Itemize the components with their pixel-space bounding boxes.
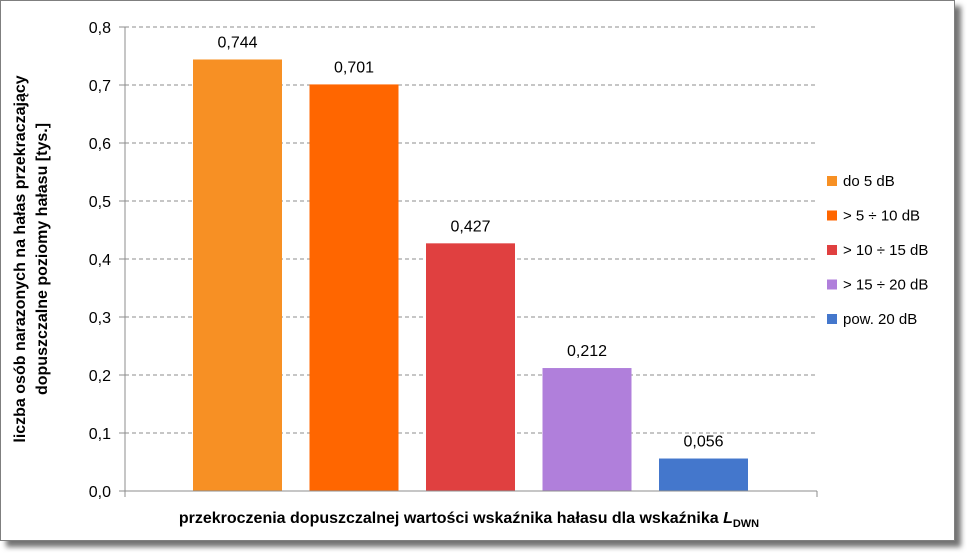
y-tick-label: 0,0 <box>89 484 111 501</box>
data-label: 0,056 <box>683 434 723 451</box>
y-tick-label: 0,1 <box>89 426 111 443</box>
bar-3 <box>426 243 515 491</box>
legend-label: > 15 ÷ 20 dB <box>843 277 928 294</box>
legend-swatch <box>827 314 837 324</box>
legend-label: > 5 ÷ 10 dB <box>843 208 920 225</box>
axes <box>119 26 818 497</box>
x-axis-label-symbol: L <box>723 510 733 527</box>
chart-frame: 0,744 0,701 0,427 0,212 0,056 0,0 0,1 0,2 0,3 0,… <box>0 0 955 541</box>
bars <box>193 59 748 492</box>
data-label: 0,744 <box>217 34 257 51</box>
y-tick-label: 0,5 <box>89 194 111 211</box>
legend-label: pow. 20 dB <box>843 311 917 328</box>
data-label: 0,212 <box>567 343 607 360</box>
data-label: 0,427 <box>450 218 490 235</box>
legend-label: do 5 dB <box>843 173 895 190</box>
bar-4 <box>542 368 632 491</box>
legend-swatch <box>827 279 837 290</box>
x-axis-label: przekroczenia dopuszczalnej wartości wsk… <box>179 510 759 530</box>
legend-swatch <box>827 176 837 186</box>
y-tick-label: 0,7 <box>89 78 111 95</box>
value-labels: 0,744 0,701 0,427 0,212 0,056 <box>217 34 723 450</box>
legend-swatch <box>827 245 837 255</box>
legend: do 5 dB > 5 ÷ 10 dB > 10 ÷ 15 dB > 15 ÷ 20 … <box>827 173 928 328</box>
y-tick-label: 0,8 <box>89 20 111 37</box>
data-label: 0,701 <box>334 59 374 76</box>
y-tick-label: 0,4 <box>89 252 111 269</box>
x-axis-label-main: przekroczenia dopuszczalnej wartości wsk… <box>179 510 723 527</box>
bar-1 <box>193 59 282 491</box>
y-tick-label: 0,3 <box>89 310 111 327</box>
y-tick-label: 0,6 <box>89 136 111 153</box>
legend-label: > 10 ÷ 15 dB <box>843 242 928 259</box>
legend-swatch <box>827 210 837 221</box>
y-axis-label-line2: dopuszczalne poziomy hałasu [tys.] <box>34 123 51 395</box>
y-tick-labels: 0,0 0,1 0,2 0,3 0,4 0,5 0,6 0,7 0,8 <box>89 20 111 501</box>
x-axis-label-subscript: DWN <box>733 518 759 530</box>
bar-2 <box>309 84 399 492</box>
y-axis-label-line1: liczba osób narazonych na hałas przekrac… <box>12 75 29 442</box>
bar-5 <box>659 458 748 491</box>
y-tick-label: 0,2 <box>89 368 111 385</box>
